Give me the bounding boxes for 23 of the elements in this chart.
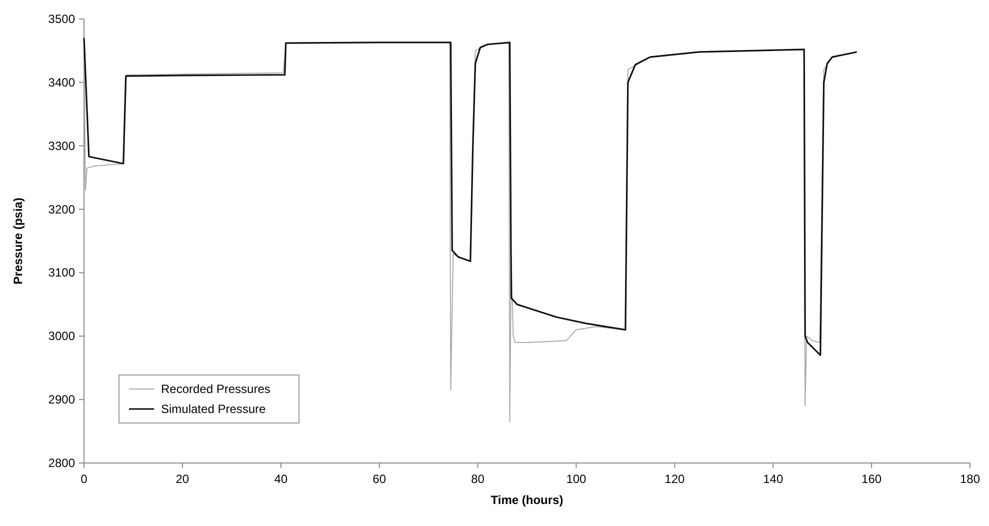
x-tick-label: 20 bbox=[176, 472, 190, 486]
y-axis-title: Pressure (psia) bbox=[11, 198, 25, 284]
x-tick-label: 0 bbox=[80, 472, 88, 486]
x-tick-label: 120 bbox=[664, 472, 685, 486]
x-axis-title: Time (hours) bbox=[490, 493, 564, 507]
legend-label: Simulated Pressure bbox=[161, 402, 266, 416]
x-tick-label: 140 bbox=[763, 472, 784, 486]
x-tick-label: 160 bbox=[862, 472, 882, 486]
x-tick-label: 100 bbox=[566, 472, 587, 486]
x-tick-label: 40 bbox=[274, 472, 288, 486]
line-series bbox=[83, 37, 858, 356]
y-tick-label: 3000 bbox=[48, 329, 76, 344]
y-tick-label: 3400 bbox=[48, 75, 76, 90]
y-tick-label: 2900 bbox=[48, 392, 76, 407]
x-tick-label: 80 bbox=[471, 472, 485, 486]
legend-label: Recorded Pressures bbox=[161, 382, 270, 396]
y-tick-label: 3500 bbox=[48, 12, 76, 26]
y-tick-label: 2800 bbox=[48, 456, 76, 470]
y-tick-label: 3100 bbox=[48, 266, 76, 280]
y-tick-label: 3300 bbox=[48, 138, 76, 153]
x-tick-label: 60 bbox=[372, 472, 386, 486]
x-tick-label: 180 bbox=[960, 472, 980, 486]
y-tick-label: 3200 bbox=[48, 202, 76, 216]
